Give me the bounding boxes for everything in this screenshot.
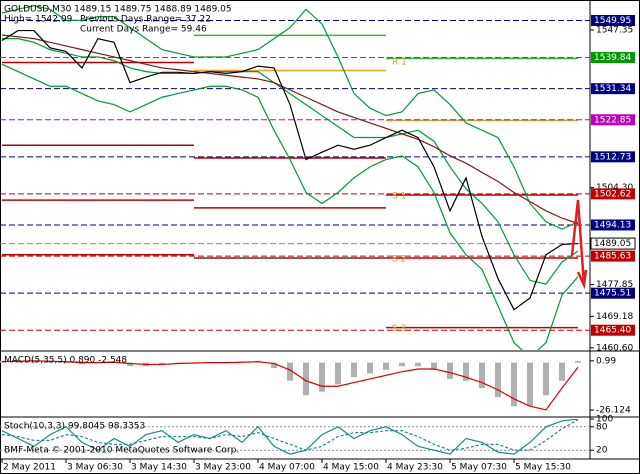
level-label: 1494.13 [594,220,631,230]
histogram-bar [303,362,309,396]
histogram-bar [335,362,341,385]
level-box [591,151,635,163]
level-box [591,52,635,64]
level-label: 1522.85 [594,115,631,125]
series-line [1,5,579,230]
histogram-bar [127,362,133,367]
histogram-bar [47,361,53,363]
series-line [1,360,579,411]
pivot-label: S 1 [392,191,406,201]
level-box [591,219,635,231]
histogram-bar [495,362,501,398]
level-box [591,188,635,200]
y-tick-label: 1469.18 [596,312,633,322]
y-tick-label: 1504.30 [596,183,633,193]
histogram-bar [31,360,37,363]
y-tick-label: 1547.35 [596,26,633,36]
y-tick-label: 100 [596,415,613,425]
series-line [1,419,579,455]
x-tick-label: 2 May 2011 [3,463,56,473]
x-tick-label: 3 May 14:30 [131,463,187,473]
histogram-bar [527,362,533,407]
arrow [570,199,588,290]
histogram-bar [479,362,485,389]
histogram-bar [399,362,405,367]
histogram-bar [431,362,437,370]
series-line [1,419,579,451]
x-tick-label: 3 May 06:30 [67,463,123,473]
panel [0,359,581,411]
histogram-bar [271,362,277,369]
level-label: 1489.05 [594,239,631,249]
x-tick-label: 5 May 15:30 [515,463,571,473]
panel-title: Stoch(10,3,3) 99.8045 98.3353 [4,422,145,432]
panel: R 1 S 1 S 2 S 3 [0,5,590,350]
annotation: Previous Days Range= 37.22 [80,15,211,25]
level-box [591,83,635,95]
y-tick-label: 1477.85 [596,280,633,290]
level-label: 1465.40 [594,326,631,336]
level-box [591,114,635,126]
level-label: 1475.51 [594,289,631,299]
x-tick-label: 3 May 23:00 [195,463,251,473]
pivot-label: R 1 [392,58,407,68]
histogram-bar [319,362,325,392]
histogram-bar [559,362,565,381]
y-tick-label: 80 [596,422,608,432]
level-box [591,14,635,26]
pivot-label: S 3 [392,324,406,334]
x-tick-label: 5 May 07:30 [451,463,507,473]
level-box [591,324,635,336]
level-label: 1485.63 [594,252,631,262]
level-label: 1549.95 [594,16,631,26]
panel-title: MACD(5,35,5) 0.890 -2.548 [4,356,127,366]
histogram-bar [351,362,357,378]
y-tick-label: 20 [596,446,608,456]
x-tick-label: 4 May 07:00 [259,463,315,473]
level-label: 1502.62 [594,189,631,199]
level-label: 1512.73 [594,152,631,162]
level-box [591,250,635,262]
y-tick-label: -26.124 [596,406,631,416]
histogram-bar [415,362,421,367]
series-line [1,34,579,225]
histogram-bar [383,362,389,370]
histogram-bar [543,362,549,396]
level-box [590,237,636,250]
y-tick-label: 0.99 [596,356,616,366]
annotation: Current Days Range= 59.46 [80,25,207,35]
histogram-bar [175,362,181,364]
x-tick-label: 4 May 15:00 [323,463,379,473]
histogram-bar [575,361,581,363]
level-label: 1531.34 [594,84,631,94]
histogram-bar [287,362,293,381]
histogram-bar [79,362,85,365]
histogram-bar [367,362,373,374]
histogram-bar [463,362,469,381]
panel-title: GOLDUSD,M30 1489.15 1489.75 1488.89 1489… [4,5,232,15]
annotation: BMF-Meta © 2001-2010 MetaQuotes Software… [4,446,239,456]
x-tick-label: 4 May 23:30 [387,463,443,473]
pivot-label: S 2 [392,254,406,264]
histogram-bar [511,362,517,407]
panel [0,419,590,455]
plot-layer: 2 May 2011 3 May 06:30 3 May 14:30 3 May 23… [0,5,636,473]
histogram-bar [159,362,165,365]
level-label: 1539.84 [594,53,631,63]
y-tick-label: 1460.60 [596,343,633,353]
series-line [1,63,579,350]
level-box [591,287,635,299]
annotation: High= 1542.09 [4,15,73,25]
series-line [1,29,579,311]
histogram-bar [63,362,69,364]
series-line [2,38,579,285]
histogram-bar [447,362,453,379]
